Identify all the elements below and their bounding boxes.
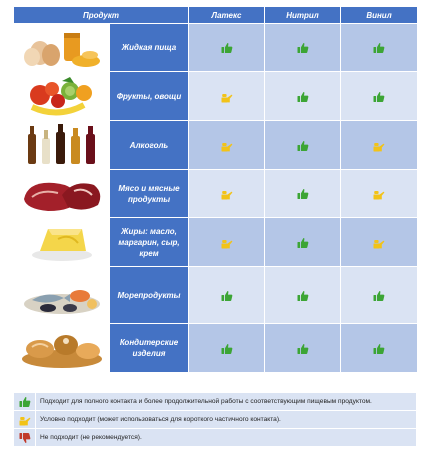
thumb-up-icon: [297, 187, 309, 200]
vinyl-rating: [340, 169, 418, 218]
nitrile-rating: [264, 120, 341, 170]
vinyl-rating: [340, 323, 418, 373]
vinyl-rating: [340, 23, 418, 72]
legend-row-conditional: Условно подходит (может использоваться д…: [13, 410, 417, 429]
vinyl-rating: [340, 120, 418, 170]
thumb-up-icon: [297, 90, 309, 102]
legend-text: Не подходит (не рекомендуется).: [35, 428, 417, 447]
thumb-side-icon: [13, 410, 36, 429]
product-name: Морепродукты: [109, 266, 189, 324]
nitrile-rating: [264, 266, 341, 324]
thumb-up-icon: [297, 139, 309, 151]
vinyl-rating: [340, 217, 418, 267]
thumb-up-icon: [221, 342, 233, 354]
thumb-side-icon: [373, 236, 385, 249]
thumb-up-icon: [373, 342, 385, 354]
thumb-up-icon: [297, 236, 309, 248]
latex-rating: [188, 217, 265, 267]
vinyl-rating: [340, 71, 418, 121]
header-product: Продукт: [13, 6, 189, 24]
thumb-up-icon: [297, 342, 309, 354]
meat-image: [18, 173, 106, 215]
header-nitrile: Нитрил: [264, 6, 341, 24]
product-image: [13, 217, 110, 267]
thumb-down-icon: [13, 428, 36, 447]
product-image: [13, 120, 110, 170]
table-row: Кондитерские изделия: [13, 323, 418, 373]
header-latex: Латекс: [188, 6, 265, 24]
table-row: Фрукты, овощи: [13, 71, 418, 121]
thumb-up-icon: [221, 41, 233, 54]
header-vinyl: Винил: [340, 6, 418, 24]
product-name: Фрукты, овощи: [109, 71, 189, 121]
fruits-vegetables-image: [18, 75, 106, 117]
thumb-up-icon: [373, 289, 385, 301]
thumb-side-icon: [221, 139, 233, 152]
thumb-up-icon: [13, 392, 36, 411]
product-name: Жидкая пища: [109, 23, 189, 72]
thumb-up-icon: [221, 289, 233, 301]
thumb-side-icon: [373, 139, 385, 152]
table-row: Мясо и мясные продукты: [13, 169, 418, 218]
thumb-up-icon: [373, 90, 385, 102]
nitrile-rating: [264, 323, 341, 373]
product-image: [13, 71, 110, 121]
legend-text: Условно подходит (может использоваться д…: [35, 410, 417, 429]
butter-image: [18, 221, 106, 263]
thumb-side-icon: [221, 187, 233, 200]
bakery-image: [18, 327, 106, 369]
bottles-image: [18, 124, 106, 166]
latex-rating: [188, 120, 265, 170]
thumb-up-icon: [297, 41, 309, 54]
vinyl-rating: [340, 266, 418, 324]
seafood-image: [18, 274, 106, 316]
table-header: Продукт Латекс Нитрил Винил: [13, 6, 418, 24]
latex-rating: [188, 323, 265, 373]
product-name: Жиры: масло, маргарин, сыр, крем: [109, 217, 189, 267]
table-row: Морепродукты: [13, 266, 418, 324]
latex-rating: [188, 71, 265, 121]
product-image: [13, 23, 110, 72]
latex-rating: [188, 266, 265, 324]
product-name: Кондитерские изделия: [109, 323, 189, 373]
thumb-up-icon: [297, 289, 309, 301]
nitrile-rating: [264, 23, 341, 72]
table-row: Жиры: масло, маргарин, сыр, крем: [13, 217, 418, 267]
thumb-side-icon: [221, 90, 233, 103]
latex-rating: [188, 23, 265, 72]
product-name: Мясо и мясные продукты: [109, 169, 189, 218]
legend-row-unsuitable: Не подходит (не рекомендуется).: [13, 428, 417, 447]
product-image: [13, 169, 110, 218]
legend-text: Подходит для полного контакта и более пр…: [35, 392, 417, 411]
compatibility-table: Продукт Латекс Нитрил Винил Жидкая пища Ф…: [13, 6, 418, 373]
legend-row-suitable: Подходит для полного контакта и более пр…: [13, 392, 417, 411]
table-row: Алкоголь: [13, 120, 418, 170]
thumb-side-icon: [221, 236, 233, 249]
product-image: [13, 323, 110, 373]
thumb-up-icon: [373, 41, 385, 54]
legend: Подходит для полного контакта и более пр…: [13, 392, 417, 447]
product-name: Алкоголь: [109, 120, 189, 170]
table-row: Жидкая пища: [13, 23, 418, 72]
nitrile-rating: [264, 217, 341, 267]
eggs-honey-image: [18, 27, 106, 69]
nitrile-rating: [264, 71, 341, 121]
product-image: [13, 266, 110, 324]
latex-rating: [188, 169, 265, 218]
thumb-side-icon: [373, 187, 385, 200]
nitrile-rating: [264, 169, 341, 218]
